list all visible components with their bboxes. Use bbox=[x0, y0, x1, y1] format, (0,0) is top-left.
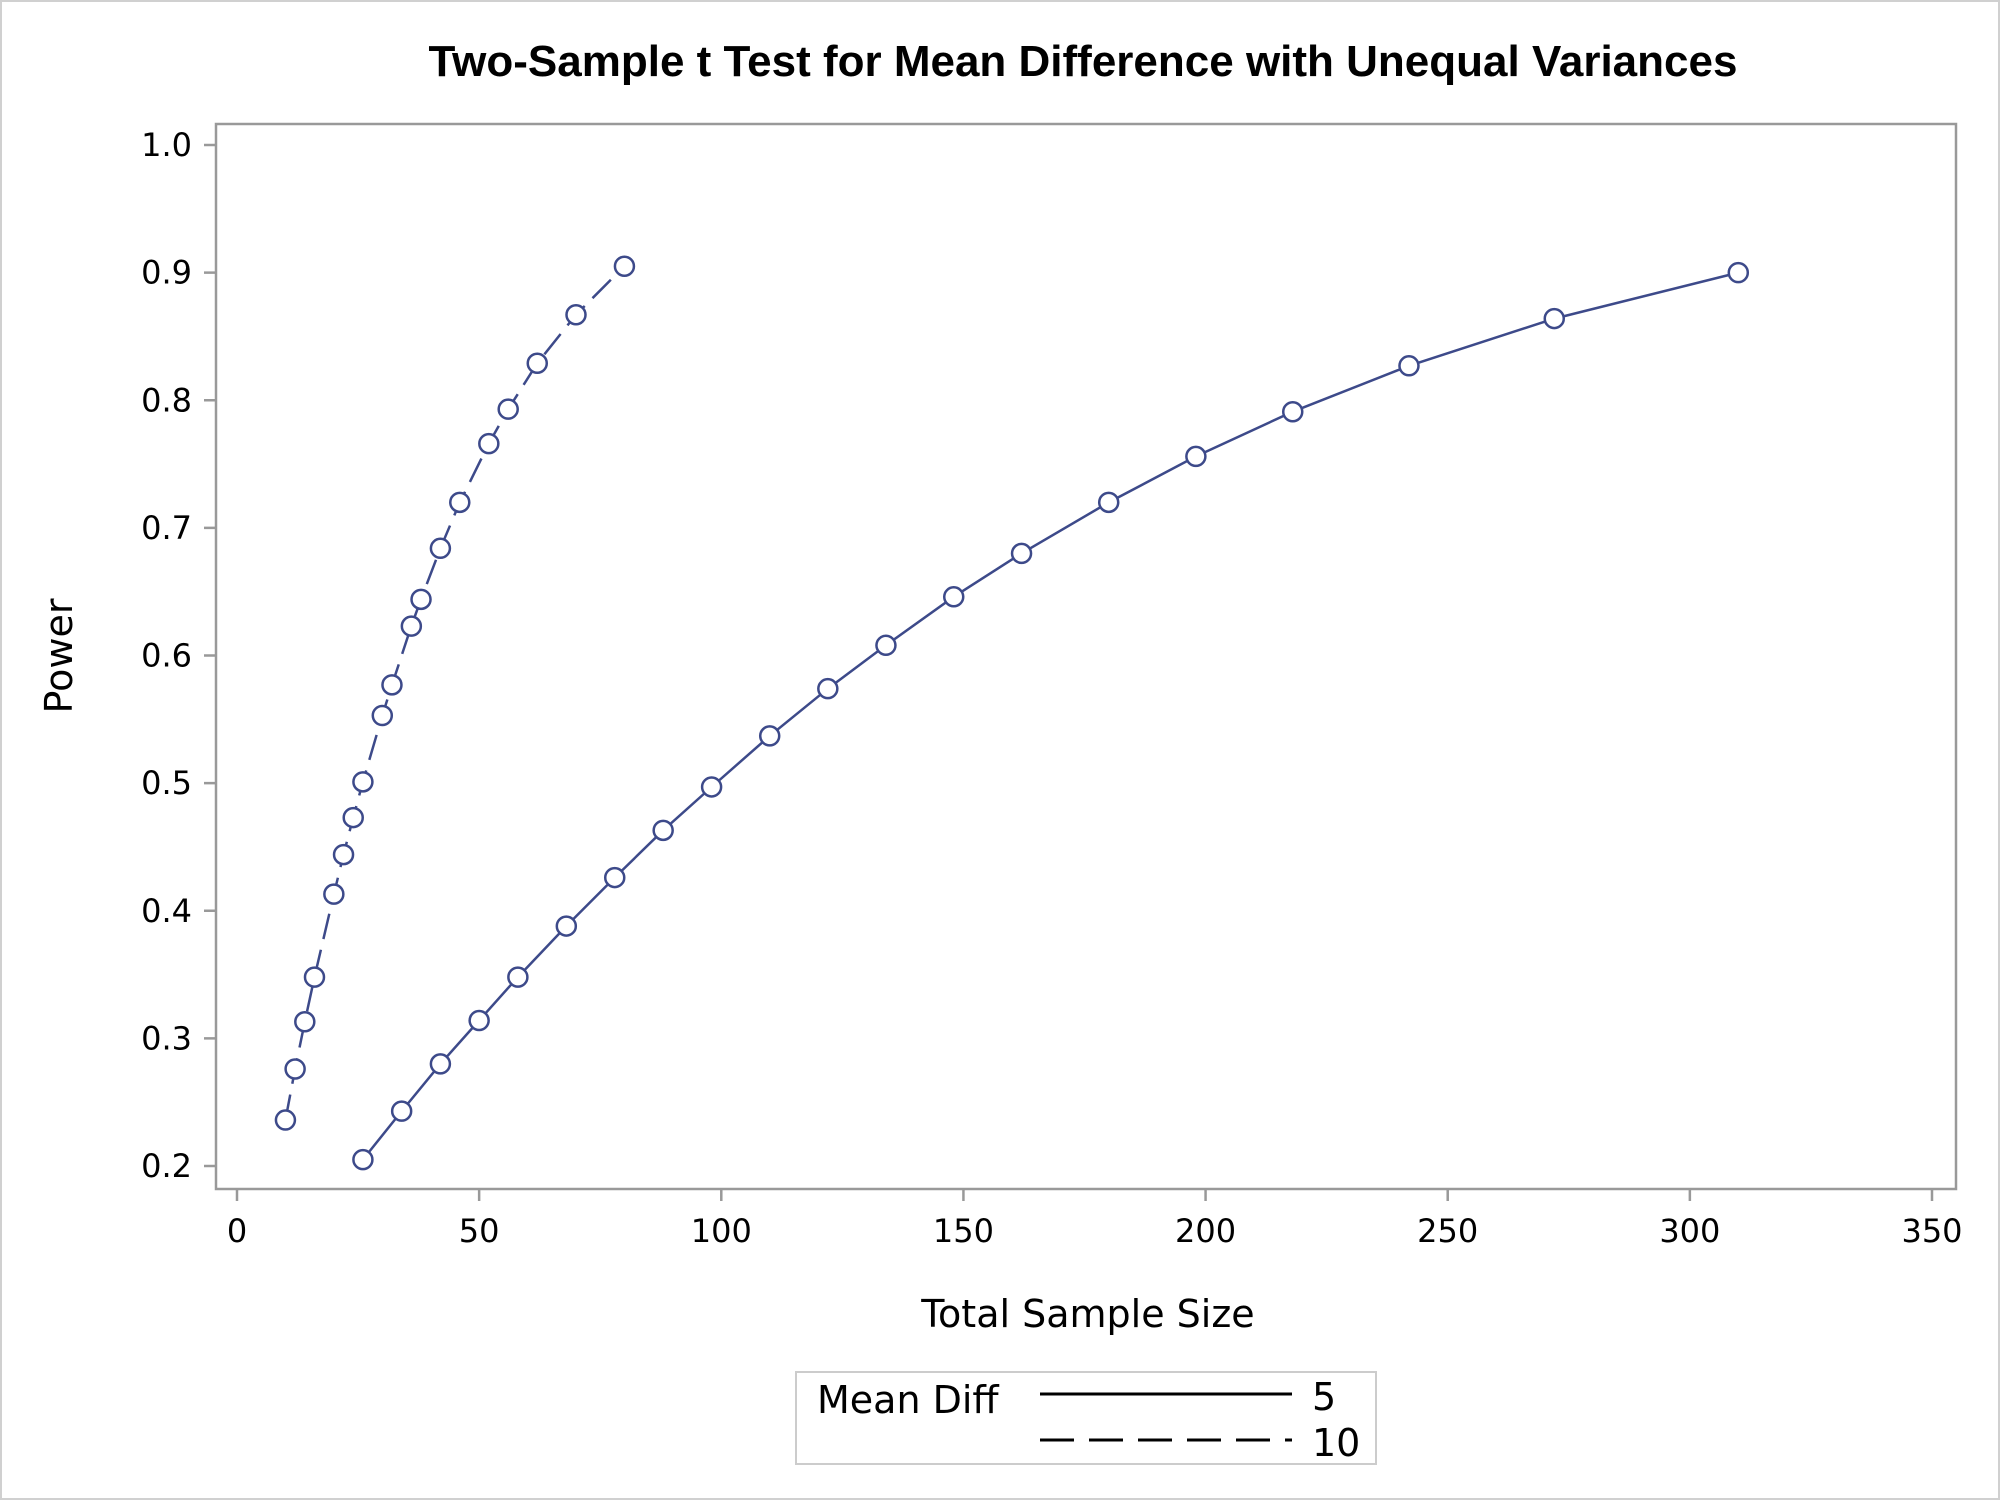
x-tick-label: 50 bbox=[459, 1212, 500, 1250]
data-point-meandiff-10 bbox=[323, 883, 345, 905]
legend-entry-5: 5 bbox=[1312, 1375, 1336, 1419]
data-point-meandiff-5 bbox=[700, 776, 723, 798]
x-tick-label: 300 bbox=[1659, 1212, 1720, 1250]
data-point-meandiff-10 bbox=[274, 1109, 297, 1131]
data-point-meandiff-5 bbox=[942, 586, 965, 608]
data-point-meandiff-5 bbox=[817, 677, 839, 700]
data-point-meandiff-10 bbox=[303, 966, 326, 988]
data-point-meandiff-5 bbox=[352, 1148, 374, 1171]
data-point-meandiff-10 bbox=[449, 491, 471, 514]
data-point-meandiff-5 bbox=[1727, 261, 1750, 284]
data-point-meandiff-10 bbox=[497, 398, 519, 420]
chart-title: Two-Sample t Test for Mean Difference wi… bbox=[429, 37, 1738, 86]
data-point-meandiff-5 bbox=[1010, 542, 1033, 565]
y-tick-label: 0.5 bbox=[141, 764, 192, 802]
data-point-meandiff-5 bbox=[1398, 355, 1420, 377]
y-tick-label: 0.4 bbox=[141, 892, 192, 930]
data-point-meandiff-10 bbox=[526, 352, 549, 374]
data-point-meandiff-5 bbox=[390, 1100, 413, 1122]
x-tick-label: 0 bbox=[227, 1212, 247, 1250]
y-tick-label: 0.2 bbox=[141, 1147, 192, 1185]
x-tick-label: 250 bbox=[1417, 1212, 1478, 1250]
data-point-meandiff-10 bbox=[613, 255, 636, 277]
data-point-meandiff-5 bbox=[758, 725, 781, 747]
data-point-meandiff-10 bbox=[478, 432, 500, 455]
legend: Mean Diff 5 10 bbox=[795, 1371, 1377, 1465]
legend-entry-10: 10 bbox=[1312, 1421, 1360, 1465]
data-point-meandiff-10 bbox=[294, 1011, 316, 1033]
x-axis-label: Total Sample Size bbox=[920, 1292, 1254, 1336]
x-tick-label: 350 bbox=[1901, 1212, 1962, 1250]
y-axis-label: Power bbox=[37, 598, 81, 713]
data-point-meandiff-5 bbox=[1185, 445, 1207, 468]
data-point-meandiff-5 bbox=[1543, 307, 1566, 330]
data-point-meandiff-5 bbox=[429, 1053, 452, 1075]
data-point-meandiff-5 bbox=[603, 866, 626, 889]
y-tick-label: 0.8 bbox=[141, 381, 192, 419]
y-tick-label: 0.7 bbox=[141, 509, 192, 547]
data-point-meandiff-10 bbox=[332, 843, 355, 866]
data-point-meandiff-10 bbox=[284, 1058, 306, 1080]
legend-title: Mean Diff bbox=[817, 1378, 999, 1422]
x-tick-label: 200 bbox=[1175, 1212, 1236, 1250]
data-point-meandiff-10 bbox=[381, 674, 403, 696]
legend-box bbox=[795, 1371, 1377, 1465]
y-tick-label: 0.3 bbox=[141, 1019, 192, 1057]
x-axis: 0 50 100 150 200 250 300 350 bbox=[227, 1189, 1963, 1250]
data-point-meandiff-5 bbox=[468, 1009, 490, 1032]
data-point-meandiff-10 bbox=[410, 588, 432, 611]
data-point-meandiff-5 bbox=[1097, 491, 1120, 514]
data-point-meandiff-10 bbox=[565, 303, 587, 326]
x-tick-label: 100 bbox=[691, 1212, 752, 1250]
data-point-meandiff-5 bbox=[1281, 400, 1304, 423]
y-tick-label: 0.6 bbox=[141, 637, 192, 675]
data-point-meandiff-5 bbox=[507, 966, 529, 988]
data-point-meandiff-5 bbox=[652, 819, 674, 842]
series-line-meandiff-5 bbox=[361, 271, 1739, 1161]
data-point-meandiff-5 bbox=[555, 915, 578, 937]
x-tick-label: 150 bbox=[933, 1212, 994, 1250]
series-line-meandiff-10 bbox=[284, 265, 626, 1121]
data-point-meandiff-10 bbox=[400, 615, 423, 637]
data-point-meandiff-10 bbox=[352, 771, 374, 793]
data-point-meandiff-10 bbox=[342, 806, 364, 829]
y-tick-label: 0.9 bbox=[141, 254, 192, 292]
y-tick-label: 1.0 bbox=[141, 126, 192, 164]
data-point-meandiff-10 bbox=[371, 704, 394, 727]
y-axis: 0.2 0.3 0.4 0.5 0.6 0.7 0.8 0.9 1.0 bbox=[141, 126, 216, 1185]
series-layer bbox=[274, 255, 1750, 1171]
data-point-meandiff-5 bbox=[875, 634, 897, 657]
data-point-meandiff-10 bbox=[429, 537, 452, 560]
